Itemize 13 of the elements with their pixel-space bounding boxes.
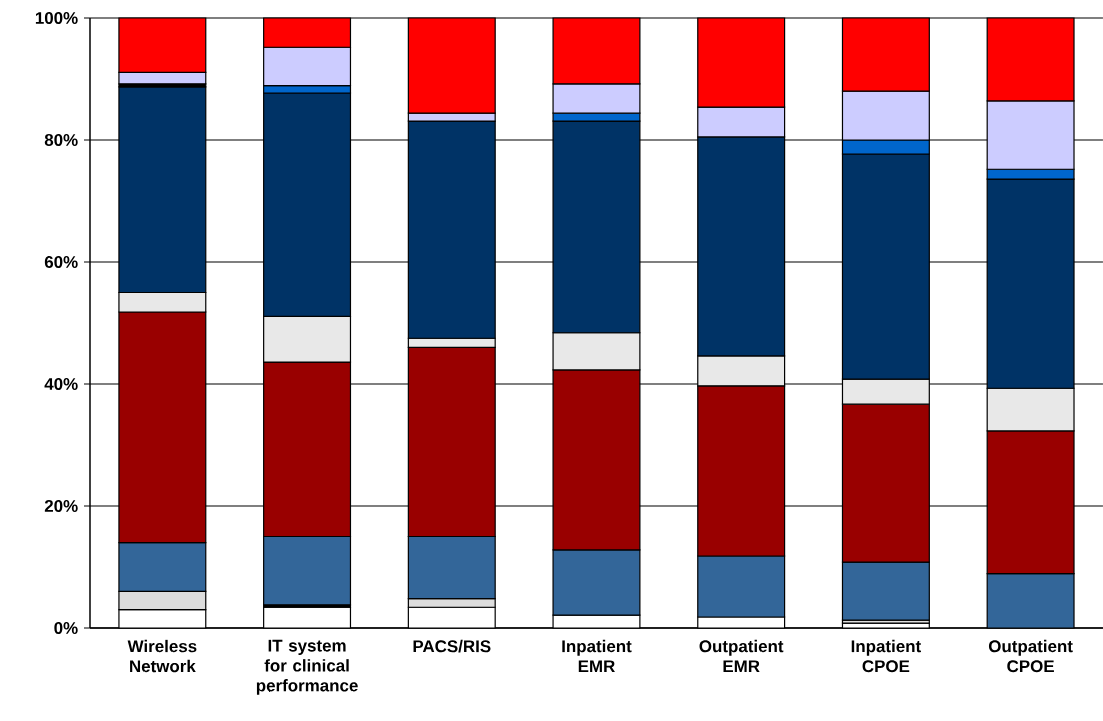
x-tick-label: Outpatient EMR bbox=[699, 639, 784, 673]
y-tick-label: 60% bbox=[44, 256, 78, 268]
x-tick-label: Wireless Network bbox=[127, 639, 197, 673]
y-tick-label: 80% bbox=[44, 134, 78, 146]
x-tick-label: Inpatient EMR bbox=[562, 639, 632, 673]
x-tick-label: Outpatient CPOE bbox=[988, 639, 1073, 673]
y-tick-label: 100% bbox=[35, 11, 78, 24]
y-tick-label: 40% bbox=[44, 378, 78, 390]
x-tick-label: PACS/RIS bbox=[413, 639, 491, 653]
x-tick-label: IT system for clinical performance bbox=[256, 639, 358, 695]
y-tick-label: 20% bbox=[44, 500, 78, 512]
x-tick-label: Inpatient CPOE bbox=[851, 639, 921, 673]
y-tick-label: 0% bbox=[54, 622, 78, 634]
